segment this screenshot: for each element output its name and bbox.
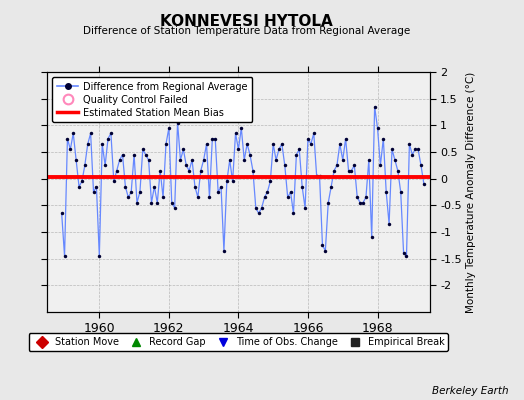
Legend: Station Move, Record Gap, Time of Obs. Change, Empirical Break: Station Move, Record Gap, Time of Obs. C…	[28, 333, 449, 351]
Y-axis label: Monthly Temperature Anomaly Difference (°C): Monthly Temperature Anomaly Difference (…	[466, 71, 476, 313]
Legend: Difference from Regional Average, Quality Control Failed, Estimated Station Mean: Difference from Regional Average, Qualit…	[52, 77, 253, 122]
Text: KONNEVESI HYTOLA: KONNEVESI HYTOLA	[160, 14, 333, 29]
Text: Difference of Station Temperature Data from Regional Average: Difference of Station Temperature Data f…	[83, 26, 410, 36]
Text: Berkeley Earth: Berkeley Earth	[432, 386, 508, 396]
